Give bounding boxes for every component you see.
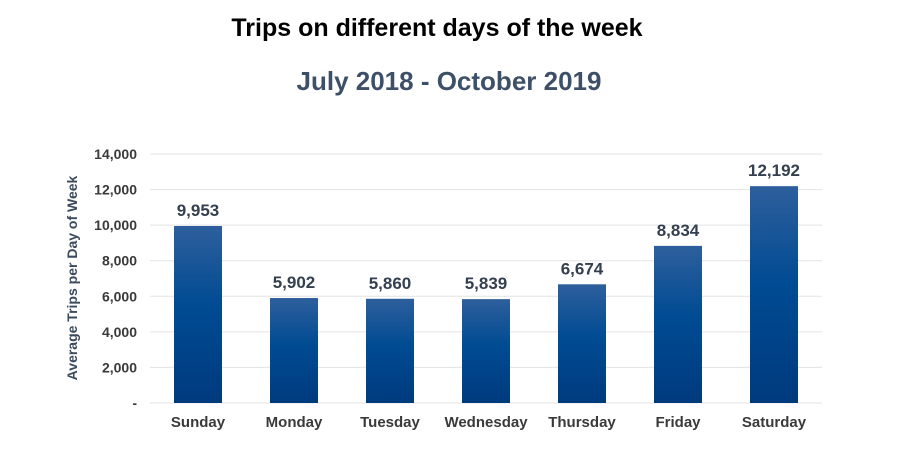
bar-saturday xyxy=(750,186,798,403)
data-label: 5,902 xyxy=(273,273,316,292)
x-axis-categories: Sunday Monday Tuesday Wednesday Thursday Frid… xyxy=(171,414,807,431)
bar-sunday xyxy=(174,225,222,403)
x-category-label: Friday xyxy=(655,414,701,431)
bar-thursday xyxy=(558,284,606,403)
y-tick-label: 6,000 xyxy=(102,288,137,304)
y-tick-label: 10,000 xyxy=(94,217,137,233)
bars xyxy=(174,186,798,403)
bar-wednesday xyxy=(462,299,510,403)
bar-friday xyxy=(654,245,702,403)
y-tick-label: 4,000 xyxy=(102,324,137,340)
data-label: 9,953 xyxy=(177,201,220,220)
x-category-label: Monday xyxy=(266,414,323,431)
data-label: 5,860 xyxy=(369,274,412,293)
x-category-label: Wednesday xyxy=(444,414,528,431)
y-tick-label: 14,000 xyxy=(94,146,137,162)
chart-title: Trips on different days of the week xyxy=(231,14,643,42)
y-axis-label: Average Trips per Day of Week xyxy=(64,175,80,380)
x-category-label: Sunday xyxy=(171,414,226,431)
data-label: 12,192 xyxy=(748,161,800,180)
data-label: 8,834 xyxy=(657,221,700,240)
bar-monday xyxy=(270,298,318,403)
bar-tuesday xyxy=(366,298,414,403)
data-label: 6,674 xyxy=(561,259,604,278)
y-tick-label: 8,000 xyxy=(102,253,137,269)
x-category-label: Saturday xyxy=(742,414,807,431)
chart-subtitle: July 2018 - October 2019 xyxy=(296,66,602,96)
y-tick-label: 2,000 xyxy=(102,359,137,375)
y-tick-label: 12,000 xyxy=(94,182,137,198)
x-category-label: Thursday xyxy=(548,414,616,431)
data-labels: 9,953 5,902 5,860 5,839 6,674 8,834 12,192 xyxy=(177,161,800,293)
y-axis-ticks: - 2,000 4,000 6,000 8,000 10,000 12,000 14,000 xyxy=(94,146,137,411)
y-tick-label: - xyxy=(132,395,137,411)
x-category-label: Tuesday xyxy=(360,414,420,431)
data-label: 5,839 xyxy=(465,274,508,293)
